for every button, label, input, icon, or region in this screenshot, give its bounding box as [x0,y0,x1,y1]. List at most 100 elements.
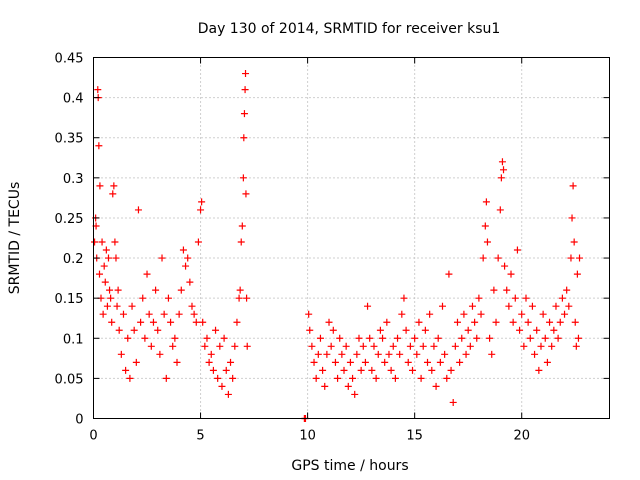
data-point [312,374,320,382]
data-point [381,358,389,366]
data-point [501,262,509,270]
data-point [571,318,579,326]
data-point [149,318,157,326]
data-point [576,254,584,262]
data-point [368,366,376,374]
data-point [396,350,404,358]
data-point [503,286,511,294]
data-point [500,166,508,174]
data-point [449,398,457,406]
data-point [535,366,543,374]
data-point [314,350,322,358]
data-point [432,382,440,390]
data-point [212,326,220,334]
data-point [453,318,461,326]
y-tick-label: 0.3 [63,172,84,187]
data-point [143,270,151,278]
data-point [111,238,119,246]
x-tick-label: 20 [513,429,530,444]
data-point [543,358,551,366]
data-point [498,158,506,166]
data-point [305,310,313,318]
data-point [507,270,515,278]
data-point [154,326,162,334]
data-point [137,318,145,326]
x-axis-title: GPS time / hours [291,458,408,474]
data-point [109,190,117,198]
data-point [171,334,179,342]
data-point [117,350,125,358]
data-point [224,390,232,398]
data-point [167,318,175,326]
data-point [164,294,172,302]
data-point [428,366,436,374]
data-point [188,302,196,310]
data-point [385,350,393,358]
data-point [110,182,118,190]
data-point [565,302,573,310]
data-point [156,350,164,358]
plot-frame [93,57,610,419]
data-point [239,174,247,182]
data-point [306,326,314,334]
data-point [443,374,451,382]
data-point [321,382,329,390]
data-point [464,326,472,334]
data-point [98,238,106,246]
data-point [207,350,215,358]
data-point [479,254,487,262]
data-point [134,206,142,214]
data-point [102,246,110,254]
data-point [460,310,468,318]
data-point [572,342,580,350]
data-point [558,294,566,302]
data-point [241,86,249,94]
data-point [114,286,122,294]
data-point [561,310,569,318]
data-point [539,310,547,318]
data-point [477,310,485,318]
data-point [496,206,504,214]
data-point [101,278,109,286]
data-point [361,358,369,366]
data-point [462,350,470,358]
data-point [505,302,513,310]
data-point [524,318,532,326]
data-point [434,334,442,342]
data-point [494,254,502,262]
data-point [526,334,534,342]
data-point [404,358,412,366]
data-point [235,294,243,302]
data-point [173,358,181,366]
data-point [216,342,224,350]
data-point [113,302,121,310]
data-point [366,334,374,342]
data-point [475,294,483,302]
data-point [413,350,421,358]
data-point [186,278,194,286]
data-point [537,342,545,350]
data-point [419,342,427,350]
data-point [162,374,170,382]
data-point [372,374,380,382]
axis-tick-labels: 0 0.05 0.1 0.15 0.2 0.25 0.3 0.35 0.4 0.45 0 5 10 15 2… [55,52,530,444]
data-point [342,342,350,350]
y-tick-label: 0.35 [55,132,84,147]
data-point [379,334,387,342]
chart-title: Day 130 of 2014, SRMTID for receiver ksu… [198,21,501,37]
data-point [550,326,558,334]
y-tick-label: 0.4 [63,92,84,107]
data-point [197,206,205,214]
data-point [466,342,474,350]
grid [93,57,610,419]
data-point [158,254,166,262]
data-point [220,334,228,342]
data-point [426,310,434,318]
data-point [406,342,414,350]
data-point [482,198,490,206]
data-point [152,286,160,294]
data-point [198,198,206,206]
data-point [383,318,391,326]
data-point [486,334,494,342]
